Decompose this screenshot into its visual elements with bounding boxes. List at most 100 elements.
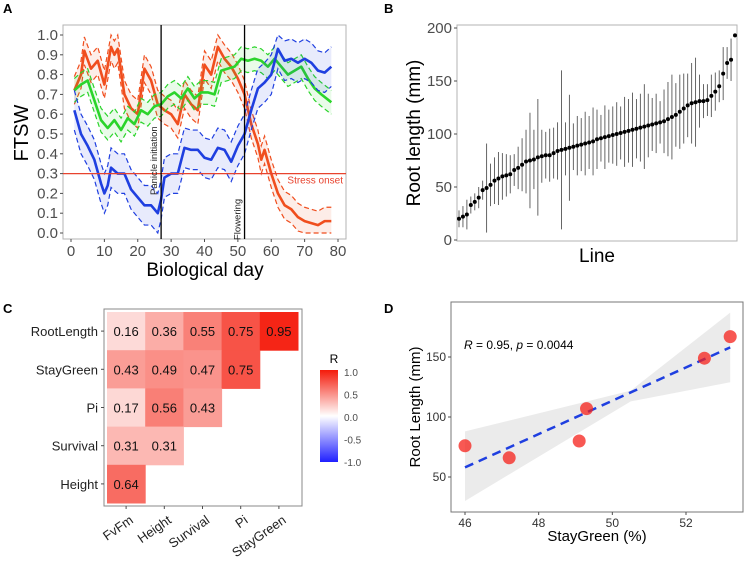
y-tick-label: 0.1 (37, 205, 58, 222)
y-tick-label: 0.9 (37, 47, 58, 64)
panel-c-correlation-heatmap: 0.16 0.36 0.55 0.75 0.95 RootLength 0.43 0.49 0.… (31, 308, 362, 560)
cell-value: 0.17 (113, 401, 138, 416)
phase-label-1: Flowering (233, 199, 244, 240)
heatmap-cell (145, 426, 184, 466)
row-label: StayGreen (36, 362, 98, 377)
panel-d-annotation: R = 0.95, p = 0.0044 (464, 338, 574, 352)
x-tick-label: 20 (129, 243, 146, 260)
x-tick-label: 40 (196, 243, 213, 260)
data-point (539, 154, 544, 159)
panel-d-regression-chart: 50 100 150 46 48 50 52 (426, 301, 744, 530)
heatmap-cell (107, 388, 146, 428)
y-tick-label: 100 (427, 126, 452, 143)
y-tick-label: 0.8 (37, 67, 58, 84)
r-symbol: R (464, 338, 473, 352)
cell-value: 0.64 (113, 477, 138, 492)
data-point (634, 126, 639, 131)
data-point (642, 124, 647, 129)
data-point (646, 123, 651, 128)
data-point (606, 134, 611, 139)
heatmap-cell (107, 312, 146, 351)
upper-bound-line-2 (73, 33, 332, 195)
data-point (618, 130, 623, 135)
y-tick-label: 0.2 (37, 185, 58, 202)
data-point (500, 174, 505, 179)
panel-d-y-label: Root Length (mm) (407, 347, 424, 468)
x-tick-label: 48 (532, 516, 546, 530)
y-tick-label: 100 (426, 410, 446, 424)
data-point (697, 99, 702, 104)
lower-bound-line-2 (73, 67, 332, 235)
cell-value: 0.56 (152, 401, 177, 416)
data-point (630, 127, 635, 132)
y-tick-label: 0.6 (37, 106, 58, 123)
data-point (717, 84, 722, 89)
data-point (610, 133, 615, 138)
row-label: Survival (52, 439, 98, 454)
data-point (591, 139, 596, 144)
data-point (496, 176, 501, 181)
data-point (729, 57, 734, 62)
y-tick-label: 50 (433, 470, 447, 484)
panel-b-x-label: Line (579, 246, 615, 267)
panel-a-y-label: FTSW (11, 105, 33, 162)
row-label: Pi (86, 401, 98, 416)
data-point (665, 117, 670, 122)
lower-bound-line-1 (73, 69, 332, 144)
data-point (598, 136, 603, 141)
y-tick-label: 0.4 (37, 146, 58, 163)
cell-value: 0.47 (190, 362, 215, 377)
x-tick-label: 50 (606, 516, 620, 530)
data-point (638, 125, 643, 130)
data-point (484, 186, 489, 191)
data-point (502, 451, 516, 465)
x-tick-label: 30 (163, 243, 180, 260)
data-point (512, 168, 517, 173)
y-tick-label: 50 (435, 179, 452, 196)
data-point (472, 199, 477, 204)
y-tick-label: 0.0 (37, 225, 58, 242)
data-point (458, 439, 472, 453)
legend-tick-label: 1.0 (344, 368, 358, 379)
data-point (709, 93, 714, 98)
upper-bound-line-1 (73, 45, 332, 120)
data-point (572, 434, 586, 448)
data-point (579, 142, 584, 147)
data-point (516, 165, 521, 170)
data-point (626, 128, 631, 133)
legend-tick-label: -1.0 (344, 458, 362, 469)
data-point (685, 103, 690, 108)
data-point (535, 155, 540, 160)
lower-bound-line-0 (73, 58, 332, 234)
p-symbol: p (515, 338, 523, 352)
data-point (673, 112, 678, 117)
x-tick-label: 52 (679, 516, 693, 530)
data-point (488, 182, 493, 187)
phase-label-0: Panicle initiation (149, 126, 160, 195)
col-label: Pi (232, 512, 250, 531)
x-tick-label: 50 (230, 243, 247, 260)
data-point (697, 351, 711, 365)
regression-line (464, 346, 731, 469)
y-tick-label: 0.5 (37, 126, 58, 143)
cell-value: 0.43 (190, 401, 215, 416)
data-point (662, 119, 667, 124)
heatmap-legend-title: R (330, 352, 339, 366)
heatmap-cell (183, 388, 223, 428)
heatmap-cell (221, 350, 261, 389)
y-tick-label: 150 (427, 73, 452, 90)
heatmap-cell (183, 312, 223, 351)
data-point (575, 143, 580, 148)
cell-value: 0.16 (113, 324, 138, 339)
panel-label-c: C (3, 301, 13, 316)
data-point (547, 153, 552, 158)
data-point (733, 33, 737, 38)
heatmap-cell (145, 350, 184, 389)
data-point (725, 60, 730, 65)
panel-a-x-label: Biological day (146, 260, 264, 281)
data-point (723, 330, 737, 344)
data-point (713, 89, 718, 94)
data-point (551, 151, 556, 156)
row-label: Height (60, 477, 98, 492)
